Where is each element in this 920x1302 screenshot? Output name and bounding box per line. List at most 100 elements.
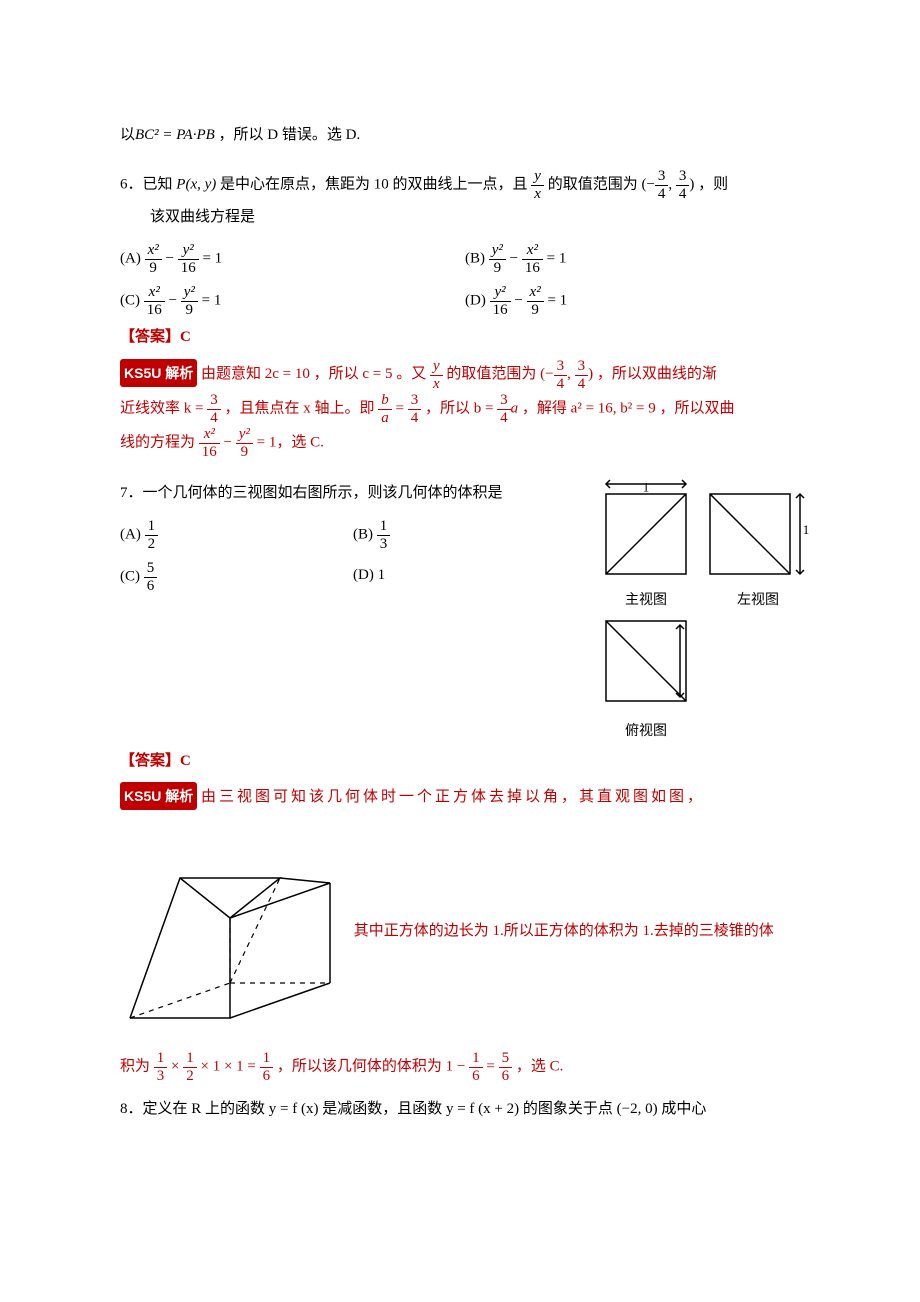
q6-p2: 是中心在原点，焦距为 10 的双曲线上一点，且	[216, 176, 531, 192]
dim-top-label: 1	[643, 480, 650, 495]
q6-bamid: =	[392, 400, 408, 416]
q6-num: 6．	[120, 176, 143, 192]
q6-frac-yx: yx	[531, 168, 544, 202]
q7-answer: 【答案】C	[120, 746, 810, 776]
q6-sropen: (−	[540, 366, 553, 382]
front-view-label: 主视图	[596, 587, 696, 615]
q7-prompt: 7．一个几何体的三视图如右图所示，则该几何体的体积是	[120, 478, 586, 508]
q6-answer: 【答案】C	[120, 322, 810, 352]
top-view-cell: 俯视图	[596, 615, 696, 746]
top-view-icon	[596, 615, 696, 707]
q6-b: 34	[497, 392, 511, 426]
q7-opt-c: (C) 56	[120, 556, 353, 598]
q7-s1: 由三视图可知该几何体时一个正方体去掉以角，其直观图如图，	[201, 789, 705, 805]
front-view-icon: 1	[596, 478, 696, 576]
minus-c: −	[169, 292, 181, 308]
q7-block: 7．一个几何体的三视图如右图所示，则该几何体的体积是 (A) 12 (B) 13…	[120, 478, 810, 746]
q7-a-frac: 12	[145, 518, 159, 552]
opt-c-rhs: = 1	[202, 292, 222, 308]
q6-line2: 该双曲线方程是	[120, 202, 810, 232]
q7-solution: KS5U 解析 由三视图可知该几何体时一个正方体去掉以角，其直观图如图，	[120, 782, 810, 812]
q7-d-label: (D)	[353, 567, 378, 583]
range-open: (−	[641, 176, 654, 192]
opt-b-f1: y²9	[489, 242, 506, 276]
q7-a-label: (A)	[120, 526, 145, 542]
opt-d-label: (D)	[465, 292, 490, 308]
q7-ptext: 一个几何体的三视图如右图所示，则该几何体的体积是	[143, 485, 503, 501]
q6-ans-label: 【答案】	[120, 329, 180, 345]
opt-d-f2: x²9	[527, 284, 544, 318]
q6-option-b: (B) y²9 − x²16 = 1	[465, 238, 810, 280]
q7-s2: 其中正方体的边长为 1.所以正方体的体积为 1.去掉的三棱锥的体	[354, 923, 774, 939]
cube-icon	[120, 818, 350, 1033]
side-view-cell: 1 左视图	[706, 478, 810, 615]
q6-option-a: (A) x²9 − y²16 = 1	[120, 238, 465, 280]
q7-c2: 12	[183, 1050, 197, 1084]
q6-syx: yx	[430, 358, 443, 392]
q6-k: 34	[207, 392, 221, 426]
q7-c-frac: 56	[144, 560, 158, 594]
q7-c-label: (C)	[120, 568, 144, 584]
minus-a: −	[165, 250, 177, 266]
q6-sr2: 34	[575, 358, 589, 392]
q6-seq1: x²16	[199, 426, 220, 460]
top-view-label: 俯视图	[596, 718, 696, 746]
q6-s1: 由题意知 2c = 10 ，所以 c = 5 。又	[201, 366, 430, 382]
q7-m2: × 1 × 1 =	[197, 1058, 260, 1074]
opt-d-rhs: = 1	[547, 292, 567, 308]
opt-d-f1: y²16	[490, 284, 511, 318]
q6-option-c: (C) x²16 − y²9 = 1	[120, 280, 465, 322]
q7-ans-label: 【答案】	[120, 753, 180, 769]
opt-b-f2: x²16	[522, 242, 543, 276]
dim-side-label: 1	[803, 522, 810, 537]
front-view-cell: 1 主视图	[596, 478, 696, 615]
opt-b-rhs: = 1	[547, 250, 567, 266]
q6-rmid: ,	[668, 176, 676, 192]
side-view-label: 左视图	[706, 587, 810, 615]
q6-options: (A) x²9 − y²16 = 1 (B) y²9 − x²16 = 1 (C…	[120, 238, 810, 322]
q6-seqr: = 1	[253, 434, 276, 450]
minus-d: −	[514, 292, 526, 308]
q6-option-d: (D) y²16 − x²9 = 1	[465, 280, 810, 322]
opt-b-label: (B)	[465, 250, 489, 266]
q7-b-frac: 13	[377, 518, 391, 552]
q7-c4m: =	[483, 1058, 499, 1074]
q7-options: (A) 12 (B) 13 (C) 56 (D) 1	[120, 514, 586, 598]
q7-s3a: 积为	[120, 1058, 154, 1074]
q8-text: 定义在 R 上的函数 y = f (x) 是减函数，且函数 y = f (x +…	[143, 1101, 707, 1117]
q7-d-val: 1	[378, 567, 386, 583]
opt-a-rhs: = 1	[202, 250, 222, 266]
side-view-icon: 1	[706, 478, 810, 576]
q7-opt-b: (B) 13	[353, 514, 586, 556]
q6-sl2d: ，解得 a² = 16, b² = 9 ，所以双曲	[518, 400, 734, 416]
opt-a-label: (A)	[120, 250, 145, 266]
q7-m1: ×	[167, 1058, 183, 1074]
q6-sl2c: ，所以 b =	[421, 400, 497, 416]
q8: 8．定义在 R 上的函数 y = f (x) 是减函数，且函数 y = f (x…	[120, 1094, 810, 1124]
q6-sr1: 34	[554, 358, 568, 392]
q6-p3: 的取值范围为	[544, 176, 642, 192]
q6-sl3a: 线的方程为	[120, 434, 199, 450]
q6-seqm: −	[220, 434, 236, 450]
ks5u-badge: KS5U 解析	[120, 359, 197, 387]
cube-figure	[120, 818, 350, 1044]
q6-srmid: ,	[567, 366, 575, 382]
q7-c1: 13	[154, 1050, 168, 1084]
q6-sl2a: 近线效率 k =	[120, 400, 207, 416]
q7-c3: 16	[260, 1050, 274, 1084]
q5-prefix: 以	[120, 127, 135, 143]
q7-opt-d: (D) 1	[353, 556, 586, 598]
q6-p1: 已知	[143, 176, 177, 192]
q5-text: ，所以 D 错误。选 D.	[215, 127, 360, 143]
q6-ba2: 34	[408, 392, 422, 426]
q7-views: 1 主视图 1	[596, 478, 810, 746]
q6-r2: 34	[676, 168, 690, 202]
q7-c5: 56	[499, 1050, 513, 1084]
q7-ans: C	[180, 753, 191, 769]
q7-b-label: (B)	[353, 526, 377, 542]
q7-s3b: ，所以该几何体的体积为 1 −	[273, 1058, 469, 1074]
q7-s3c: ，选 C.	[512, 1058, 563, 1074]
q6-r1: 34	[655, 168, 669, 202]
q6-s3: ，所以双曲线的渐	[593, 366, 717, 382]
minus-b: −	[510, 250, 522, 266]
